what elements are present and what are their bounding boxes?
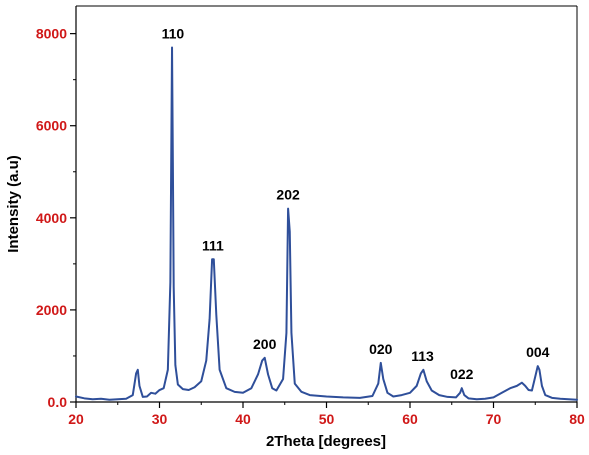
x-tick-label: 30 [152,411,168,427]
x-axis-title: 2Theta [degrees] [266,433,386,450]
peak-label: 020 [369,341,393,357]
xrd-series-line [75,46,578,401]
y-ticks: 0.0 2000 4000 6000 8000 [36,26,76,410]
y-tick-label: 4000 [36,210,67,226]
y-tick-label: 6000 [36,118,67,134]
peak-label: 110 [162,25,185,41]
x-tick-label: 70 [486,411,502,427]
peak-label: 004 [526,344,550,360]
peak-label: 202 [276,187,300,203]
x-tick-label: 50 [319,411,335,427]
x-tick-label: 60 [402,411,418,427]
y-tick-label: 0.0 [48,394,68,410]
x-tick-label: 20 [68,411,84,427]
y-tick-label: 2000 [36,302,67,318]
series-group [75,46,578,401]
y-tick-label: 8000 [36,26,67,42]
peak-label: 022 [450,366,474,382]
peak-label: 111 [202,237,224,253]
x-ticks: 20 30 40 50 60 70 80 [68,402,585,427]
x-tick-label: 80 [569,411,585,427]
peak-label: 200 [253,336,277,352]
peak-labels: 110 111 200 202 020 113 022 004 [162,25,550,382]
y-axis-title: Intensity (a.u) [5,155,22,253]
x-tick-label: 40 [235,411,251,427]
peak-label: 113 [411,348,434,364]
